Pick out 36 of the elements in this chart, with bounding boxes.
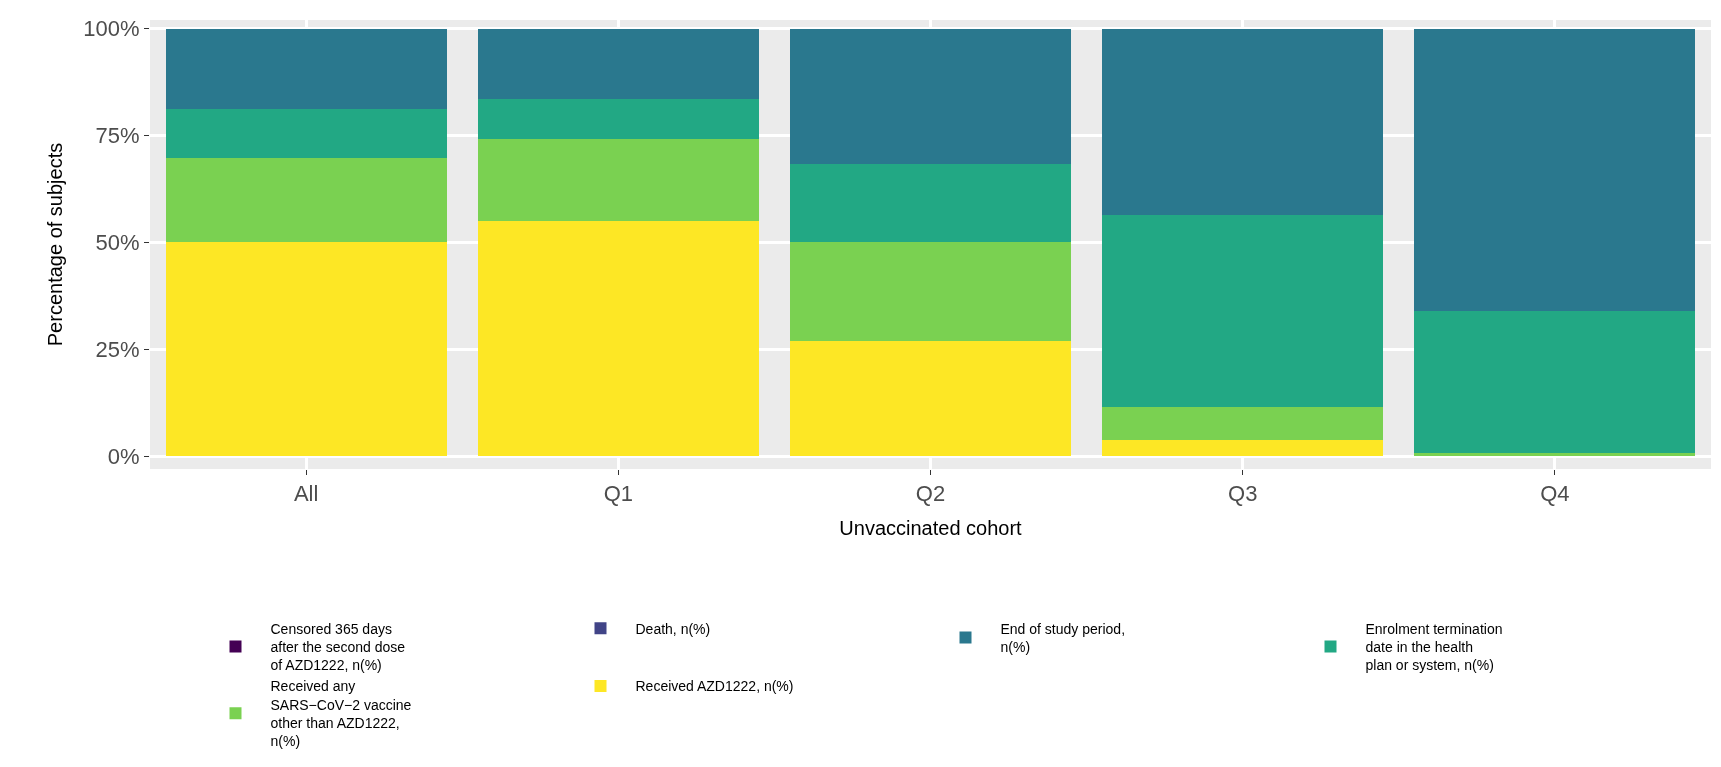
bar [790,341,1071,457]
legend-label: Censored 365 days after the second dose of AZD1222, n(%) [270,620,406,674]
bar [165,157,447,242]
x-tick-label: Q3 [1228,481,1258,507]
x-tick-label: Q1 [603,481,633,507]
bar [477,138,759,221]
bar [477,220,759,457]
bar [1102,214,1384,407]
bar [477,98,759,139]
y-tick-label: 25% [95,336,140,362]
bar [165,109,447,158]
y-axis-title: Percentage of subjects [43,142,66,347]
x-tick-label: Q4 [1540,481,1570,507]
y-tick-label: 50% [95,230,140,256]
bar [1414,28,1696,311]
bar [1102,28,1384,215]
y-tick-label: 100% [83,16,140,42]
legend-label: End of study period, n(%) [1000,620,1126,655]
x-tick-label: Q2 [915,481,946,507]
bar [477,28,759,99]
bar [165,241,447,457]
y-tick-label: 75% [95,123,140,149]
bar [1102,407,1384,440]
bar [165,28,447,110]
y-tick-label: 0% [107,443,140,469]
legend-label: Enrolment termination date in the health plan or system, n(%) [1365,620,1503,674]
bar [1414,310,1696,453]
bar [1102,439,1384,457]
legend-label: Death, n(%) [635,620,711,637]
bar [790,28,1071,165]
legend-label: Received AZD1222, n(%) [635,678,794,695]
x-axis-title: Unvaccinated cohort [839,516,1023,539]
legend-label: Received any SARS−CoV−2 vaccine other than AZD1222, n(%) [270,678,412,749]
bar [790,241,1071,342]
x-tick-label: All [293,481,319,507]
bar [790,164,1071,242]
